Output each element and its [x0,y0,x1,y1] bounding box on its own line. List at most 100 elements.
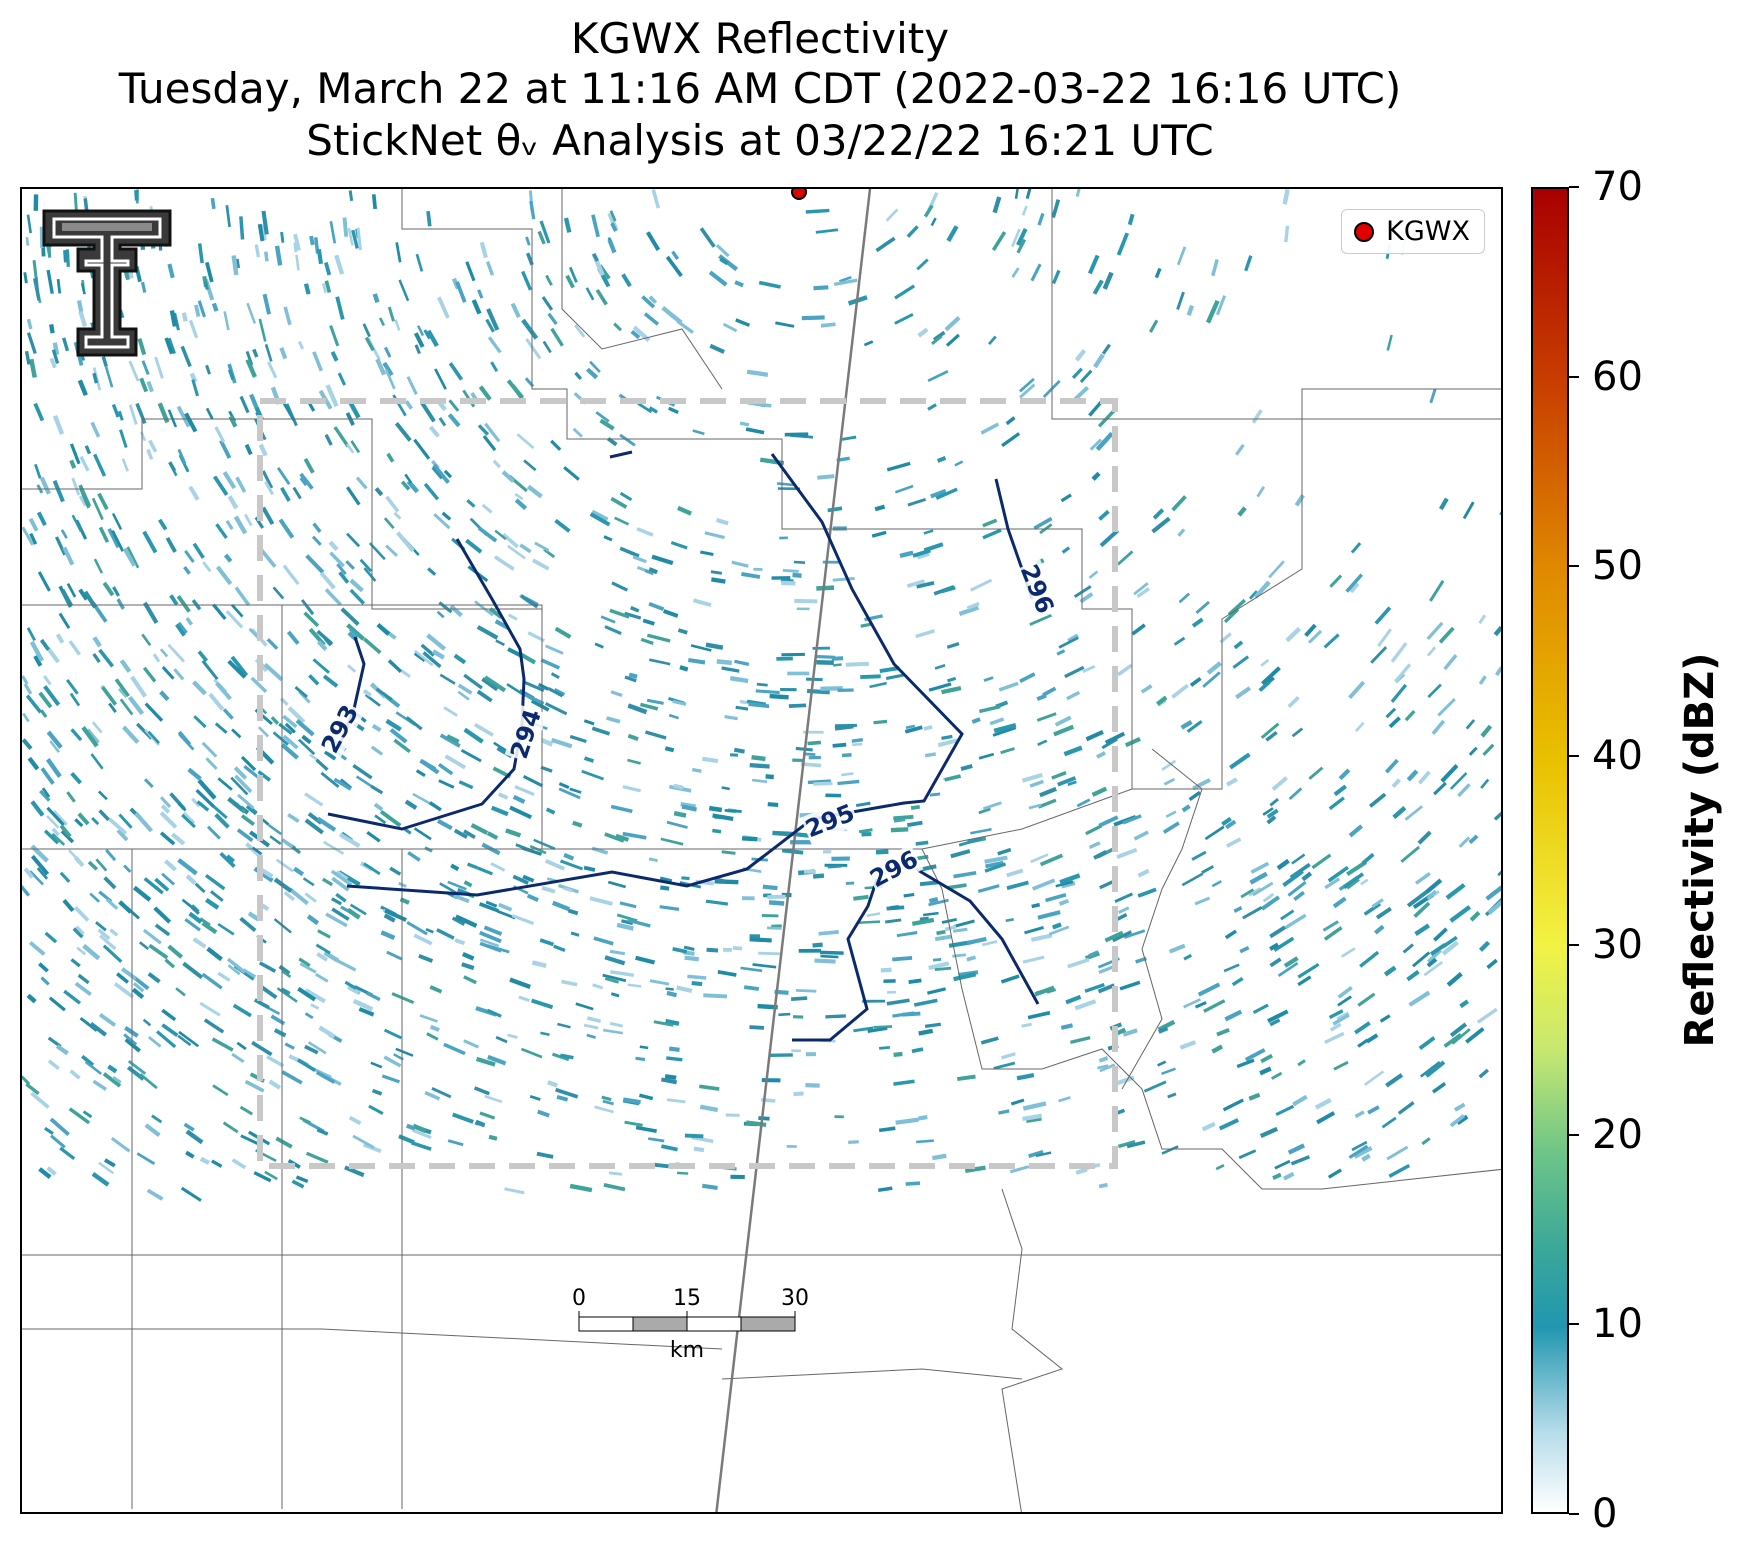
echo-pixel [1450,772,1468,790]
echo-pixel [518,995,530,1003]
echo-pixel [918,1115,928,1121]
echo-pixel [140,281,147,293]
echo-pixel [1244,255,1253,272]
echo-pixel [555,1087,579,1099]
echo-pixel [1469,910,1481,922]
echo-pixel [83,590,98,609]
radar-map-panel: 293 294 295 296 296 0 15 30 km KGWX [20,187,1503,1514]
echo-pixel [527,631,546,643]
echo-pixel [1057,776,1077,787]
scale-segment [632,1316,688,1332]
echo-pixel [880,967,892,973]
echo-pixel [991,231,1007,252]
echo-pixel [46,815,60,829]
echo-pixel [1122,1028,1138,1037]
echo-pixel [1162,821,1180,834]
echo-pixel [406,376,418,395]
theta-v-contour-line [792,878,879,1042]
echo-pixel [197,650,209,662]
echo-pixel [1260,1053,1273,1064]
echo-pixel [283,306,292,326]
echo-pixel [1031,902,1041,909]
echo-pixel [431,466,443,480]
echo-pixel [51,827,60,837]
echo-pixel [670,541,688,550]
echo-pixel [1152,508,1165,520]
echo-pixel [335,296,345,320]
echo-pixel [1067,780,1077,786]
echo-pixel [537,230,546,245]
echo-pixel [659,905,680,911]
echo-pixel [458,780,474,790]
echo-pixel [1178,592,1191,604]
echo-pixel [540,658,561,670]
echo-pixel [768,900,785,906]
echo-pixel [363,567,377,582]
echo-pixel [1417,830,1432,845]
echo-pixel [1443,1033,1463,1048]
echo-pixel [539,938,555,947]
echo-pixel [102,1072,122,1088]
echo-pixel [69,1069,81,1080]
echo-pixel [853,894,869,901]
echo-pixel [903,892,915,898]
echo-pixel [315,1070,336,1084]
echo-pixel [1457,783,1471,798]
echo-pixel [39,789,51,802]
echo-pixel [889,904,900,910]
echo-pixel [1028,1150,1044,1158]
echo-pixel [305,1151,329,1164]
echo-pixel [1226,777,1238,787]
echo-pixel [1016,238,1027,254]
echo-pixel [1205,299,1220,324]
echo-pixel [818,930,839,936]
echo-pixel [205,757,218,770]
echo-pixel [668,1046,680,1052]
echo-pixel [693,1146,705,1153]
echo-pixel [416,325,425,337]
echo-pixel [621,919,634,926]
echo-pixel [610,222,618,232]
echo-pixel [1028,803,1042,810]
echo-pixel [687,658,706,665]
echo-pixel [250,676,268,693]
echo-pixel [466,862,478,870]
echo-pixel [591,846,609,855]
echo-pixel [352,998,374,1012]
echo-pixel [944,316,961,332]
echo-pixel [627,918,651,928]
echo-pixel [82,1110,93,1119]
echo-pixel [1116,847,1138,859]
echo-pixel [928,682,952,692]
echo-pixel [1019,383,1036,399]
echo-pixel [1297,975,1312,987]
echo-pixel [928,897,939,904]
echo-pixel [808,755,821,760]
echo-pixel [1479,940,1491,952]
echo-pixel [212,603,227,620]
echo-pixel [91,497,104,521]
echo-pixel [404,473,413,484]
echo-pixel [1099,1063,1116,1073]
echo-pixel [586,1016,602,1024]
echo-pixel [193,715,207,729]
echo-pixel [477,424,490,436]
echo-pixel [258,961,277,973]
echo-pixel [1097,1064,1109,1070]
echo-pixel [483,675,507,693]
echo-pixel [296,1058,317,1073]
echo-pixel [641,295,656,309]
echo-pixel [899,550,914,558]
echo-pixel [1173,636,1186,646]
echo-pixel [280,486,291,502]
echo-pixel [333,426,350,448]
echo-pixel [495,639,505,647]
echo-pixel [525,338,542,360]
echo-pixel [751,778,768,784]
contour-label-background [800,798,860,844]
echo-pixel [937,738,959,748]
echo-pixel [39,638,50,651]
echo-pixel [278,518,295,539]
echo-pixel [681,804,697,812]
echo-pixel [534,541,550,552]
